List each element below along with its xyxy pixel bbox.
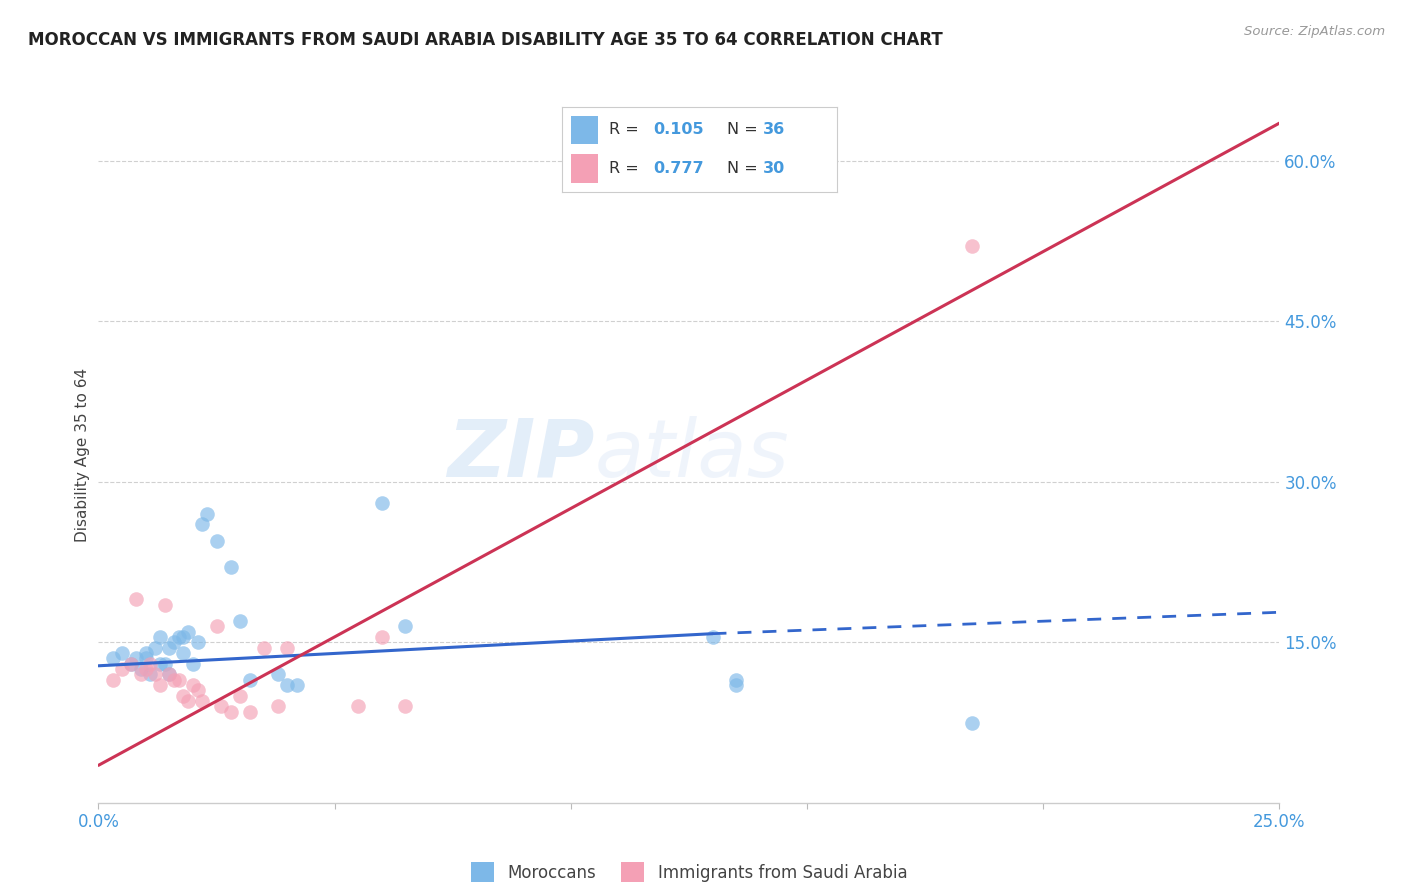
Point [219, 560, 242, 574]
Text: Source: ZipAtlas.com: Source: ZipAtlas.com [1244, 25, 1385, 38]
Point [177, 694, 200, 708]
Legend: Moroccans, Immigrants from Saudi Arabia: Moroccans, Immigrants from Saudi Arabia [464, 855, 914, 888]
Point [267, 667, 290, 681]
Point [962, 239, 984, 253]
Point [267, 699, 290, 714]
Point [191, 694, 214, 708]
Point [121, 657, 143, 671]
Point [135, 646, 157, 660]
Point [229, 614, 252, 628]
Point [101, 673, 124, 687]
Point [163, 673, 186, 687]
Point [191, 517, 214, 532]
Point [111, 646, 134, 660]
Point [239, 705, 262, 719]
Point [111, 662, 134, 676]
Text: N =: N = [727, 161, 763, 177]
Text: 0.777: 0.777 [652, 161, 703, 177]
Point [702, 630, 724, 644]
Point [394, 619, 416, 633]
Point [205, 619, 228, 633]
Text: ZIP: ZIP [447, 416, 595, 494]
Point [139, 667, 162, 681]
FancyBboxPatch shape [571, 115, 598, 145]
Text: 0.105: 0.105 [652, 122, 703, 137]
Point [101, 651, 124, 665]
Point [371, 496, 394, 510]
Point [347, 699, 370, 714]
Point [276, 640, 298, 655]
Point [157, 667, 180, 681]
Point [135, 651, 157, 665]
Point [725, 678, 748, 692]
Point [187, 635, 209, 649]
Point [157, 640, 180, 655]
FancyBboxPatch shape [571, 154, 598, 183]
Text: R =: R = [609, 161, 644, 177]
Point [195, 507, 218, 521]
Point [129, 667, 152, 681]
Point [125, 592, 148, 607]
Point [187, 683, 209, 698]
Point [135, 662, 157, 676]
Point [153, 598, 176, 612]
Point [276, 678, 298, 692]
Point [143, 667, 166, 681]
Point [205, 533, 228, 548]
Point [157, 667, 180, 681]
Y-axis label: Disability Age 35 to 64: Disability Age 35 to 64 [75, 368, 90, 542]
Text: atlas: atlas [595, 416, 789, 494]
Point [172, 689, 194, 703]
Text: MOROCCAN VS IMMIGRANTS FROM SAUDI ARABIA DISABILITY AGE 35 TO 64 CORRELATION CHA: MOROCCAN VS IMMIGRANTS FROM SAUDI ARABIA… [28, 31, 943, 49]
Point [163, 635, 186, 649]
Point [167, 673, 190, 687]
Point [219, 705, 242, 719]
Point [725, 673, 748, 687]
Point [229, 689, 252, 703]
Point [285, 678, 308, 692]
Point [239, 673, 262, 687]
Point [394, 699, 416, 714]
Point [167, 630, 190, 644]
Text: 30: 30 [762, 161, 785, 177]
Text: N =: N = [727, 122, 763, 137]
Point [962, 715, 984, 730]
Point [129, 662, 152, 676]
Point [121, 657, 143, 671]
Text: 36: 36 [762, 122, 785, 137]
Point [149, 630, 172, 644]
Point [209, 699, 232, 714]
Point [253, 640, 276, 655]
Point [177, 624, 200, 639]
Point [172, 646, 194, 660]
Point [172, 630, 194, 644]
Point [371, 630, 394, 644]
Point [125, 651, 148, 665]
Point [149, 678, 172, 692]
Point [153, 657, 176, 671]
Point [149, 657, 172, 671]
Point [139, 657, 162, 671]
Point [181, 678, 204, 692]
Point [181, 657, 204, 671]
Point [143, 640, 166, 655]
Text: R =: R = [609, 122, 644, 137]
